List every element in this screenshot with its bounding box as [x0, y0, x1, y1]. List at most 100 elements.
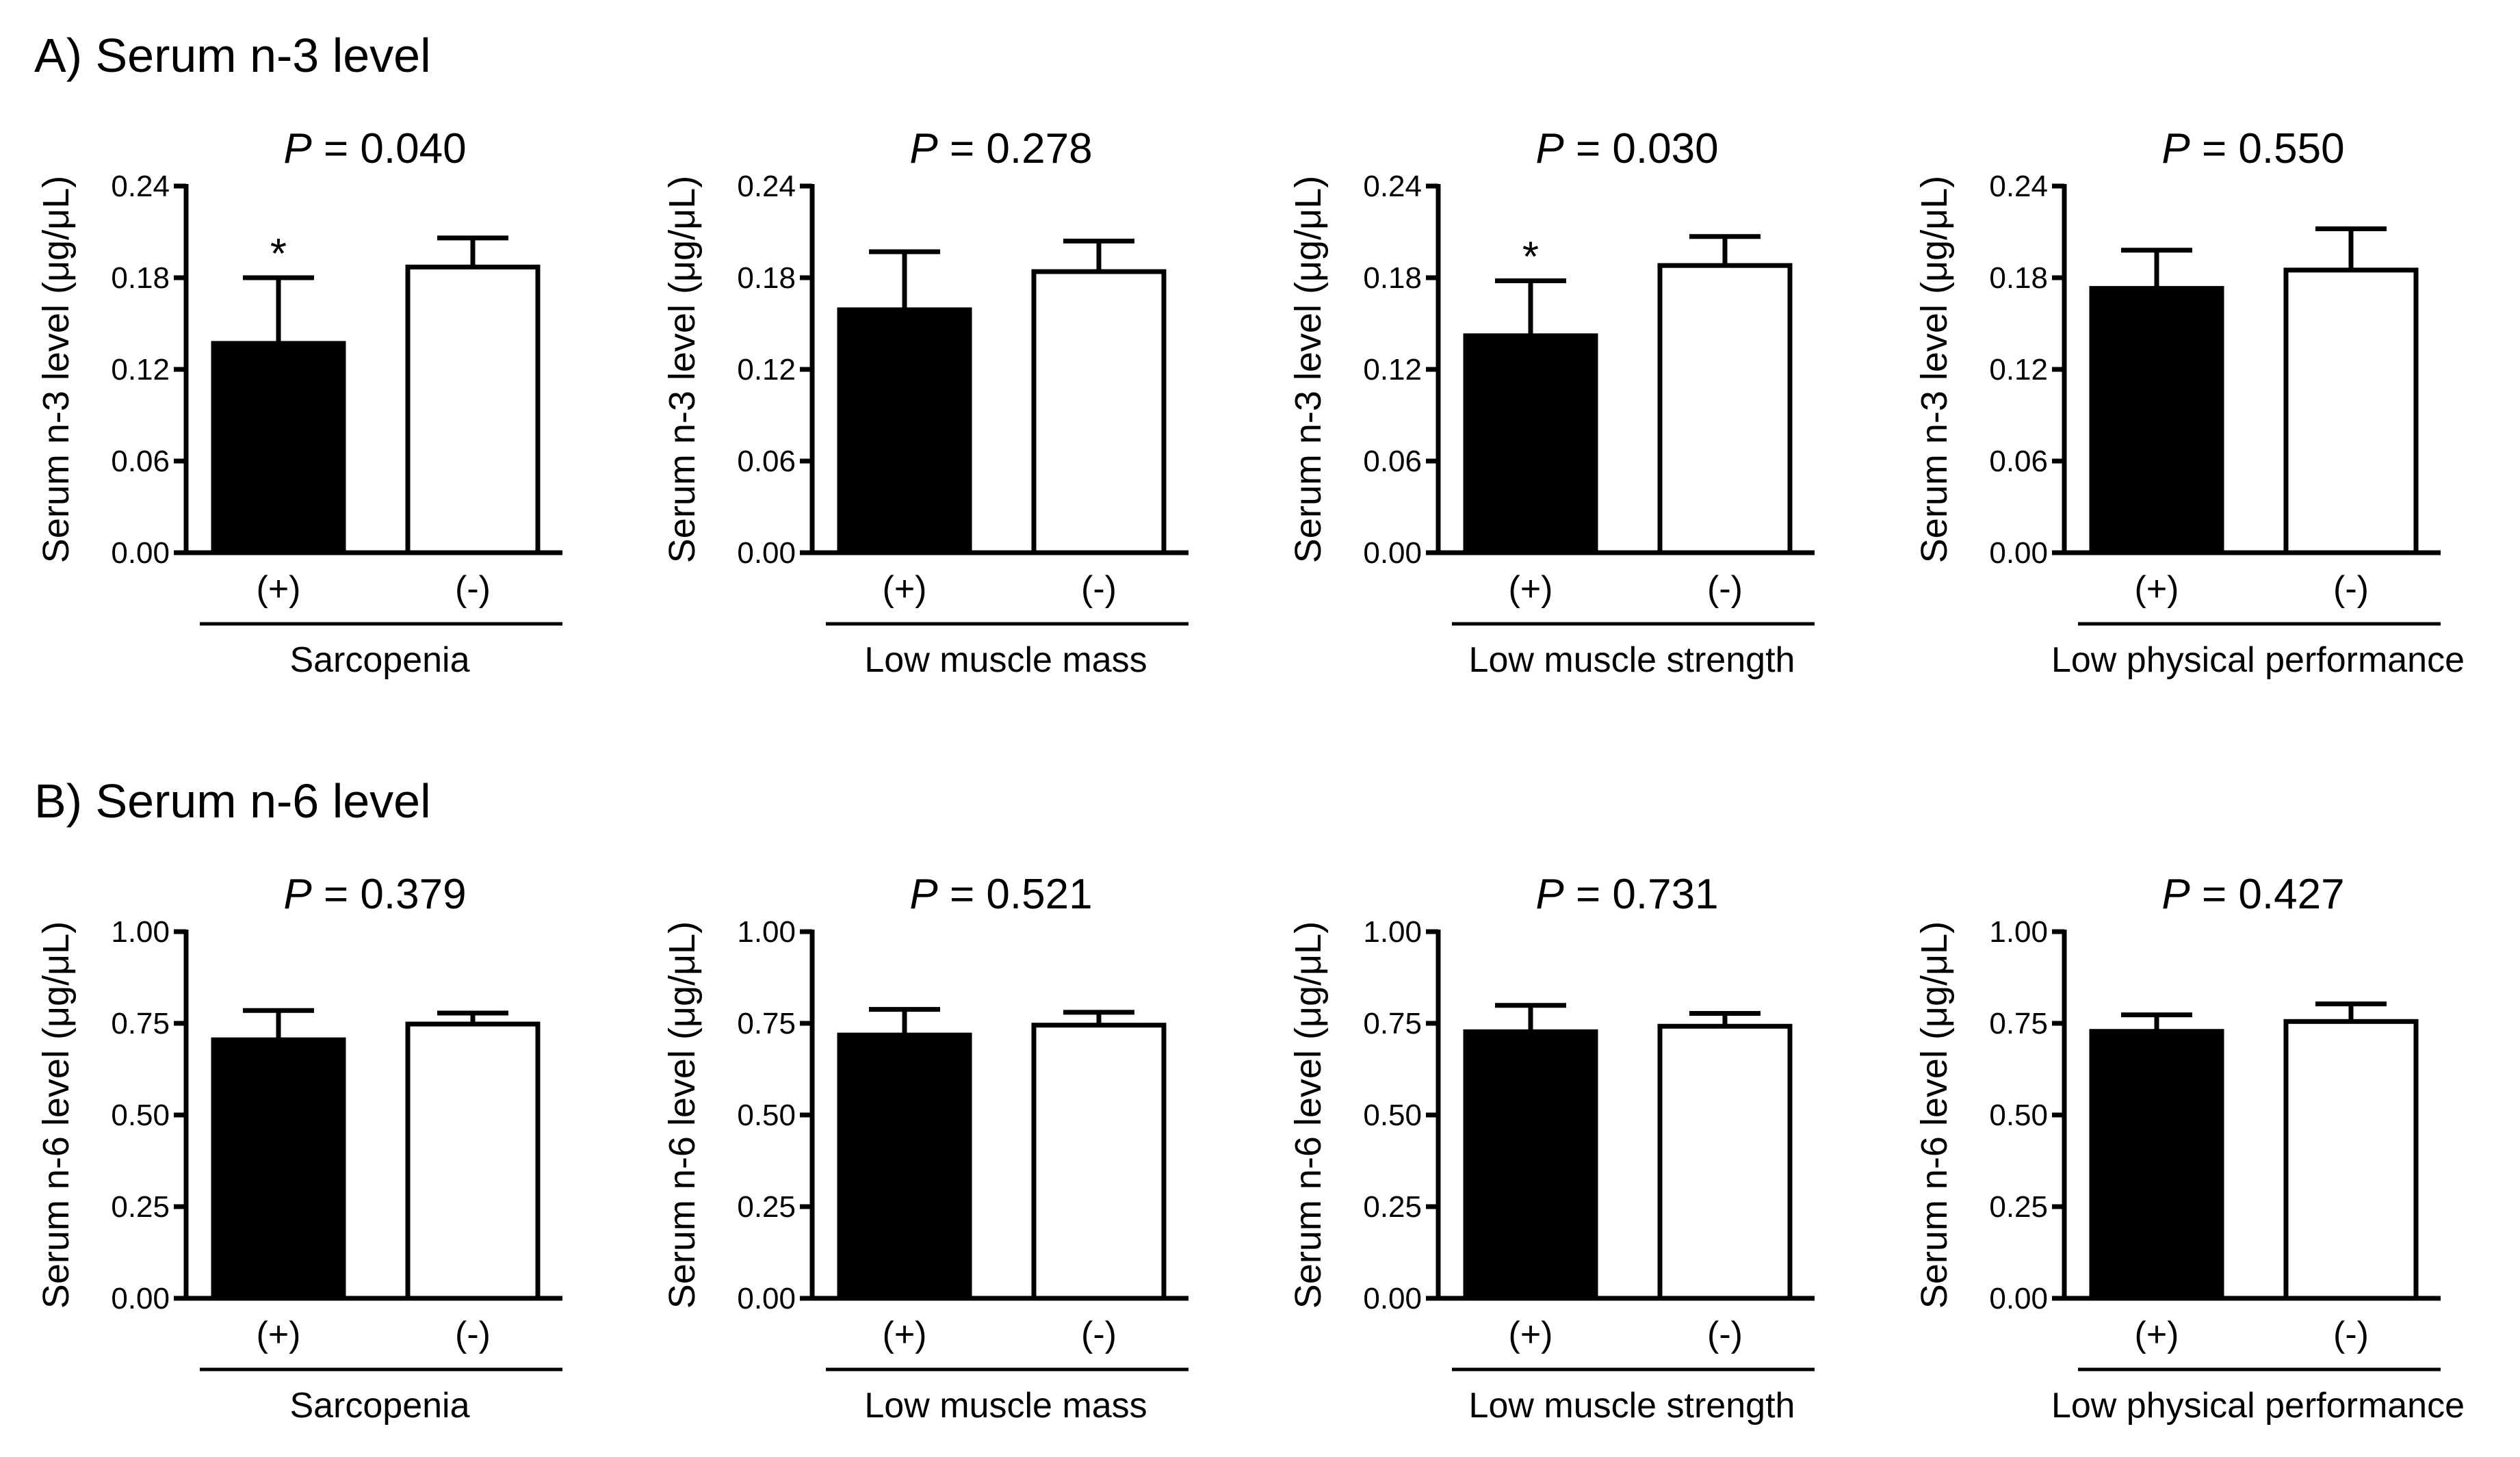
y-tick-label: 0.06 [111, 445, 170, 478]
group-label: Low muscle strength [1469, 1386, 1795, 1426]
y-tick-label: 0.24 [1363, 170, 1422, 203]
group-label: Sarcopenia [289, 1386, 469, 1426]
p-symbol: P [909, 125, 937, 172]
bar-negative [1657, 1023, 1793, 1301]
y-tick-label: 0.06 [737, 445, 796, 478]
y-tick-label: 0.00 [111, 536, 170, 570]
y-tick-label: 0.50 [111, 1099, 170, 1132]
bar-negative [1657, 263, 1793, 555]
x-category-label: (-) [1707, 1315, 1743, 1354]
p-value-title: P = 0.379 [283, 871, 466, 918]
p-symbol: P [1535, 871, 1563, 918]
p-value-title: P = 0.040 [283, 125, 466, 172]
y-tick-label: 0.18 [1363, 261, 1422, 295]
y-tick-label: 0.25 [737, 1190, 796, 1224]
significance-marker: * [270, 231, 287, 278]
bar-chart-panel: P = 0.040 Serum n-3 level (μg/μL) 0.00 0.06… [36, 125, 562, 680]
bar-chart-panel: P = 0.379 Serum n-6 level (μg/μL) 0.00 0.25… [36, 871, 562, 1426]
y-tick-label: 0.00 [1989, 1282, 2048, 1315]
x-category-label: (-) [2333, 569, 2369, 609]
x-category-label: (+) [257, 1315, 301, 1354]
x-category-label: (+) [883, 569, 927, 609]
p-value-title: P = 0.030 [1535, 125, 1718, 172]
p-symbol: P [2161, 125, 2190, 172]
bar-positive [2089, 1029, 2224, 1301]
y-tick-label: 0.50 [1363, 1099, 1422, 1132]
x-category-label: (-) [2333, 1315, 2369, 1354]
y-tick-label: 0.75 [1989, 1007, 2048, 1040]
bar-negative [2283, 1019, 2419, 1301]
p-value-title: P = 0.550 [2161, 125, 2344, 172]
bar-positive [837, 307, 972, 555]
y-tick-label: 0.75 [111, 1007, 170, 1040]
p-value: = 0.521 [938, 871, 1093, 918]
y-tick-label: 0.25 [1989, 1190, 2048, 1224]
x-category-label: (-) [455, 569, 491, 609]
p-symbol: P [1535, 125, 1563, 172]
bar-negative [2283, 267, 2419, 555]
y-tick-label: 0.24 [1989, 170, 2048, 203]
y-tick-label: 0.18 [1989, 261, 2048, 295]
p-symbol: P [283, 125, 311, 172]
group-label: Low physical performance [2051, 640, 2465, 680]
y-tick-label: 0.00 [737, 536, 796, 570]
p-value: = 0.427 [2190, 871, 2345, 918]
group-label: Low muscle strength [1469, 640, 1795, 680]
bar-negative [405, 1021, 541, 1301]
group-label: Low muscle mass [864, 1386, 1147, 1426]
y-tick-label: 0.25 [1363, 1190, 1422, 1224]
x-category-label: (+) [1509, 569, 1553, 609]
y-tick-label: 0.00 [737, 1282, 796, 1315]
p-value-title: P = 0.427 [2161, 871, 2344, 918]
y-tick-label: 0.12 [111, 353, 170, 386]
bar-positive [211, 341, 346, 555]
x-category-label: (-) [1081, 1315, 1117, 1354]
bar-positive [2089, 286, 2224, 555]
p-value: = 0.379 [312, 871, 467, 918]
x-category-label: (-) [455, 1315, 491, 1354]
y-axis-label: Serum n-3 level (μg/μL) [662, 176, 703, 563]
y-tick-label: 0.24 [737, 170, 796, 203]
section-title: A) Serum n-3 level [34, 29, 431, 82]
y-axis-label: Serum n-6 level (μg/μL) [36, 921, 77, 1309]
y-tick-label: 1.00 [737, 915, 796, 949]
x-category-label: (-) [1707, 569, 1743, 609]
bar-chart-panel: P = 0.550 Serum n-3 level (μg/μL) 0.00 0.06… [1914, 125, 2465, 680]
x-category-label: (-) [1081, 569, 1117, 609]
significance-marker: * [1522, 233, 1539, 280]
bar-positive [837, 1032, 972, 1301]
y-tick-label: 1.00 [111, 915, 170, 949]
y-axis-label: Serum n-3 level (μg/μL) [1288, 176, 1329, 563]
p-symbol: P [2161, 871, 2190, 918]
bar-chart-panel: P = 0.278 Serum n-3 level (μg/μL) 0.00 0.06… [662, 125, 1188, 680]
y-tick-label: 0.12 [1363, 353, 1422, 386]
bar-positive [1463, 1029, 1598, 1301]
y-tick-label: 1.00 [1363, 915, 1422, 949]
y-tick-label: 1.00 [1989, 915, 2048, 949]
bar-negative [1031, 1023, 1167, 1301]
p-value-title: P = 0.521 [909, 871, 1092, 918]
bar-chart-panel: P = 0.731 Serum n-6 level (μg/μL) 0.00 0.25… [1288, 871, 1815, 1426]
bar-negative [1031, 269, 1167, 555]
y-tick-label: 0.00 [111, 1282, 170, 1315]
p-value-title: P = 0.731 [1535, 871, 1718, 918]
group-label: Sarcopenia [289, 640, 469, 680]
x-category-label: (+) [883, 1315, 927, 1354]
section-title: B) Serum n-6 level [34, 774, 431, 828]
y-tick-label: 0.50 [1989, 1099, 2048, 1132]
p-value: = 0.731 [1564, 871, 1719, 918]
y-tick-label: 0.06 [1989, 445, 2048, 478]
p-value: = 0.030 [1564, 125, 1719, 172]
y-tick-label: 0.00 [1363, 536, 1422, 570]
y-tick-label: 0.25 [111, 1190, 170, 1224]
y-tick-label: 0.00 [1363, 1282, 1422, 1315]
x-category-label: (+) [1509, 1315, 1553, 1354]
y-axis-label: Serum n-6 level (μg/μL) [662, 921, 703, 1309]
y-tick-label: 0.18 [737, 261, 796, 295]
y-axis-label: Serum n-6 level (μg/μL) [1914, 921, 1955, 1309]
y-tick-label: 0.12 [737, 353, 796, 386]
y-tick-label: 0.06 [1363, 445, 1422, 478]
x-category-label: (+) [2135, 569, 2179, 609]
y-tick-label: 0.24 [111, 170, 170, 203]
